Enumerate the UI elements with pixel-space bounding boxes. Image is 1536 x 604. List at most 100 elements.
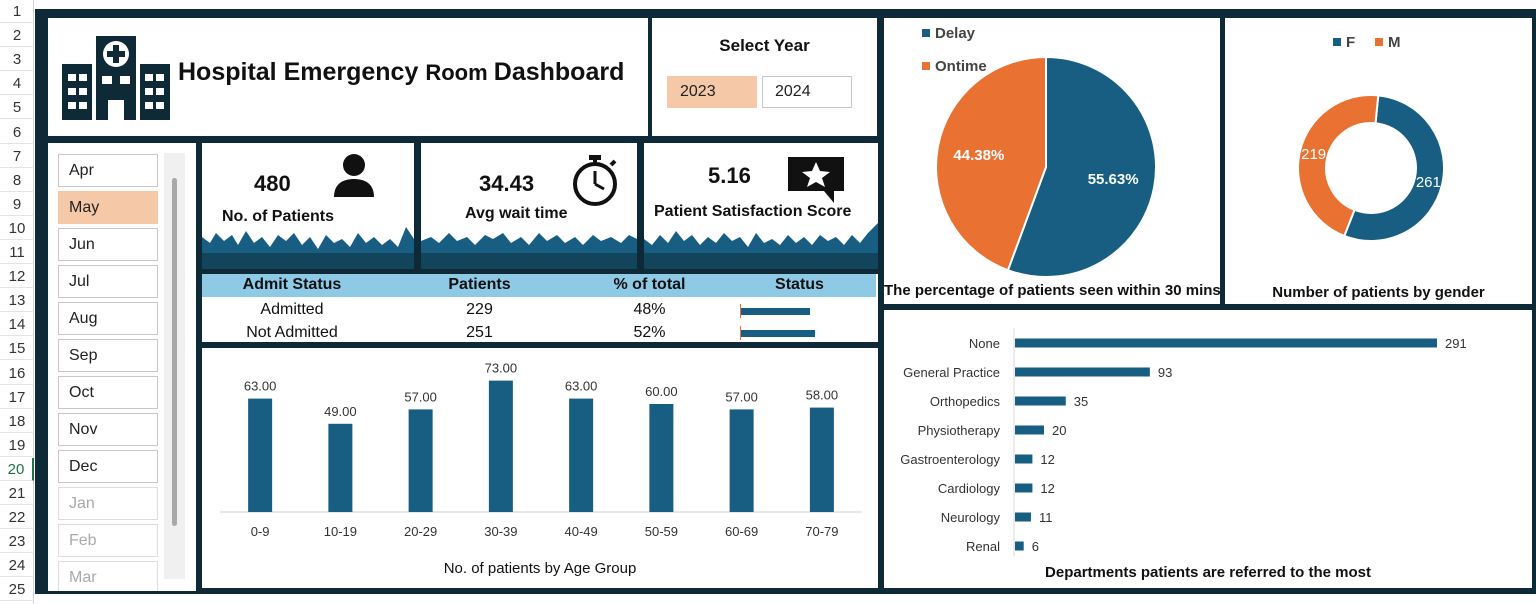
row-not-admitted-pct: 52% <box>633 324 666 341</box>
department-chart-panel: None 291 General Practice 93 Orthopedics 35 Ph… <box>884 310 1532 588</box>
dept-bar <box>1015 396 1066 406</box>
row-number[interactable]: 20 <box>0 457 34 481</box>
legend-label-ontime: Ontime <box>935 58 987 75</box>
row-number[interactable]: 14 <box>0 313 34 337</box>
ontime-pie-panel: 55.63% 44.38% Delay Ontime The percentage o… <box>884 18 1221 304</box>
donut-slice-f <box>1342 94 1445 242</box>
row-admitted-pct: 48% <box>633 301 666 318</box>
age-group-chart: 63.00 0-9 49.00 10-19 57.00 20-29 73.00 30-39 63… <box>220 361 862 539</box>
month-slicer-scrollbar[interactable] <box>164 153 185 579</box>
row-number[interactable]: 21 <box>0 482 34 505</box>
kpi-satisfaction-label: Patient Satisfaction Score <box>654 203 852 220</box>
month-option-feb[interactable]: Feb <box>58 524 158 557</box>
row-number[interactable]: 25 <box>0 578 34 602</box>
month-option-sep[interactable]: Sep <box>58 339 158 372</box>
row-number[interactable]: 16 <box>0 362 34 385</box>
pie-value-label: 55.63% <box>1088 171 1139 188</box>
admit-status-table: Admit Status Patients % of total Status … <box>202 274 878 342</box>
row-number[interactable]: 11 <box>0 241 34 264</box>
pie-slice-ontime <box>935 55 1047 272</box>
pie-value-label: 44.38% <box>953 147 1004 164</box>
month-option-aug[interactable]: Aug <box>58 302 158 335</box>
row-number[interactable]: 5 <box>0 96 34 120</box>
legend-swatch <box>1375 38 1383 46</box>
row-number[interactable]: 7 <box>0 145 34 168</box>
dept-bar <box>1015 367 1150 377</box>
row-admitted-status: Admitted <box>260 301 324 318</box>
dept-value-label: 12 <box>1040 481 1054 496</box>
row-number[interactable]: 12 <box>0 265 34 289</box>
dept-value-label: 291 <box>1445 336 1467 351</box>
row-number[interactable]: 9 <box>0 193 34 216</box>
age-bar <box>809 407 834 512</box>
age-tick-label: 30-39 <box>484 524 517 539</box>
star-chat-icon <box>788 157 844 203</box>
row-number[interactable]: 10 <box>0 217 34 240</box>
dept-category-label: Renal <box>966 539 1000 554</box>
gender-donut-chart: 261 219 F M <box>1297 34 1445 242</box>
row-number[interactable]: 1 <box>0 0 34 23</box>
year-option-2023[interactable]: 2023 <box>667 76 757 108</box>
row-number[interactable]: 6 <box>0 121 34 144</box>
legend-swatch <box>922 29 930 37</box>
age-bar <box>408 409 433 512</box>
dept-chart-title: Departments patients are referred to the… <box>1045 564 1371 581</box>
age-tick-label: 10-19 <box>324 524 357 539</box>
department-chart: None 291 General Practice 93 Orthopedics 35 Ph… <box>900 328 1467 556</box>
dept-value-label: 35 <box>1074 394 1088 409</box>
month-option-oct[interactable]: Oct <box>58 376 158 409</box>
year-option-2024[interactable]: 2024 <box>762 76 852 108</box>
row-number[interactable]: 15 <box>0 337 34 361</box>
age-bar-label: 57.00 <box>404 389 437 404</box>
header-status: Status <box>775 276 824 293</box>
dept-category-label: General Practice <box>903 365 1000 380</box>
row-number[interactable]: 13 <box>0 289 34 313</box>
age-bar-label: 57.00 <box>725 389 758 404</box>
month-option-may[interactable]: May <box>58 191 158 224</box>
age-tick-label: 40-49 <box>565 524 598 539</box>
page-title: Hospital Emergency Room Dashboard <box>178 58 625 86</box>
row-number[interactable]: 8 <box>0 169 34 192</box>
row-number[interactable]: 23 <box>0 530 34 554</box>
age-bar <box>248 398 273 512</box>
row-number[interactable]: 3 <box>0 48 34 72</box>
month-slicer: Apr May Jun Jul Aug Sep Oct Nov Dec Jan Feb Mar <box>48 143 196 591</box>
month-option-dec[interactable]: Dec <box>58 450 158 483</box>
month-option-jul[interactable]: Jul <box>58 265 158 298</box>
age-bar-label: 58.00 <box>806 388 839 403</box>
age-tick-label: 60-69 <box>725 524 758 539</box>
dept-bar <box>1015 338 1437 348</box>
kpi-wait-card: 34.43 Avg wait time <box>421 143 637 269</box>
month-option-jan[interactable]: Jan <box>58 487 158 520</box>
dept-bar <box>1015 483 1033 493</box>
row-number[interactable]: 22 <box>0 506 34 530</box>
row-number[interactable]: 4 <box>0 72 34 96</box>
header-pct-total: % of total <box>613 276 686 293</box>
month-option-mar[interactable]: Mar <box>58 561 158 591</box>
dept-value-label: 6 <box>1032 539 1039 554</box>
kpi-wait-value: 34.43 <box>479 171 535 196</box>
dept-category-label: None <box>969 336 1000 351</box>
pie-slice-delay <box>1006 55 1157 278</box>
row-number[interactable]: 24 <box>0 554 34 578</box>
row-number[interactable]: 18 <box>0 410 34 433</box>
legend-label-delay: Delay <box>935 25 976 42</box>
month-option-jun[interactable]: Jun <box>58 228 158 261</box>
stopwatch-icon <box>573 155 617 206</box>
dept-value-label: 93 <box>1158 365 1172 380</box>
legend-swatch <box>922 62 930 70</box>
dept-bar <box>1015 541 1024 551</box>
age-group-chart-panel: 63.00 0-9 49.00 10-19 57.00 20-29 73.00 30-39 63… <box>202 348 878 588</box>
kpi-patients-label: No. of Patients <box>222 208 335 225</box>
age-bar-label: 60.00 <box>645 384 678 399</box>
dept-bar <box>1015 512 1031 522</box>
row-not-admitted-status: Not Admitted <box>246 324 338 341</box>
hospital-icon <box>62 36 170 120</box>
month-option-apr[interactable]: Apr <box>58 154 158 187</box>
row-number[interactable]: 2 <box>0 24 34 48</box>
month-option-nov[interactable]: Nov <box>58 413 158 446</box>
scrollbar-thumb[interactable] <box>172 178 177 526</box>
row-number[interactable]: 17 <box>0 386 34 409</box>
dept-value-label: 20 <box>1052 423 1066 438</box>
row-number[interactable]: 19 <box>0 434 34 457</box>
